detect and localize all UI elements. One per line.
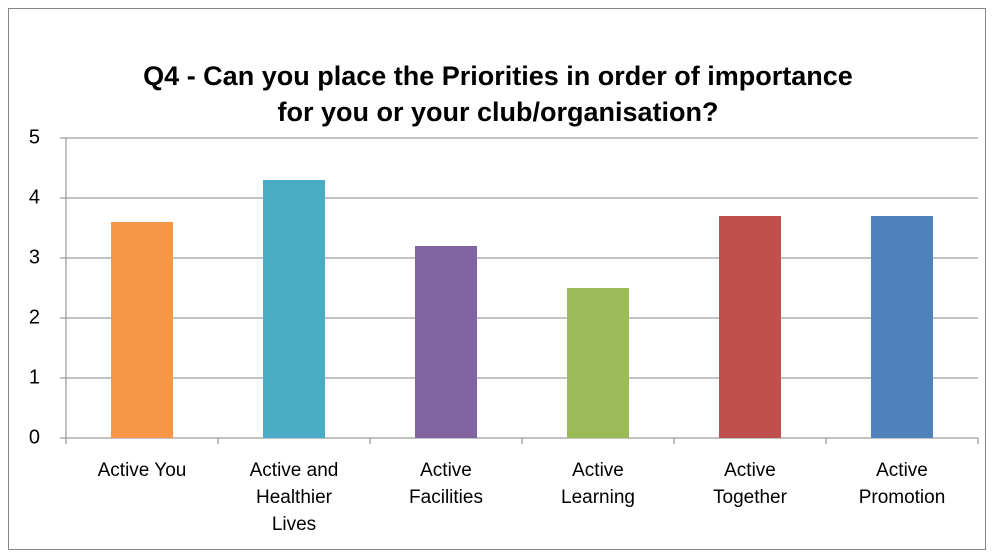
- y-tick-label: 2: [29, 306, 40, 328]
- x-tick-label: Active Facilities: [409, 460, 483, 508]
- bar: [719, 216, 781, 438]
- bar: [111, 222, 173, 438]
- chart-title: Q4 - Can you place the Priorities in ord…: [143, 61, 853, 127]
- x-tick-label: Active Together: [713, 460, 787, 508]
- x-tick-label: Active Learning: [561, 460, 635, 508]
- x-tick-label: Active Promotion: [858, 460, 946, 508]
- chart-frame: [8, 8, 986, 550]
- bar: [263, 180, 325, 438]
- y-tick-label: 0: [29, 426, 40, 448]
- y-tick-label: 1: [29, 366, 40, 388]
- y-tick-label: 3: [29, 246, 40, 268]
- x-tick-label: Active and Healthier Lives: [249, 460, 339, 535]
- bar: [871, 216, 933, 438]
- y-tick-label: 4: [29, 186, 40, 208]
- x-tick-label: Active You: [97, 460, 187, 481]
- bar: [415, 246, 477, 438]
- y-tick-label: 5: [29, 126, 40, 148]
- bar: [567, 288, 629, 438]
